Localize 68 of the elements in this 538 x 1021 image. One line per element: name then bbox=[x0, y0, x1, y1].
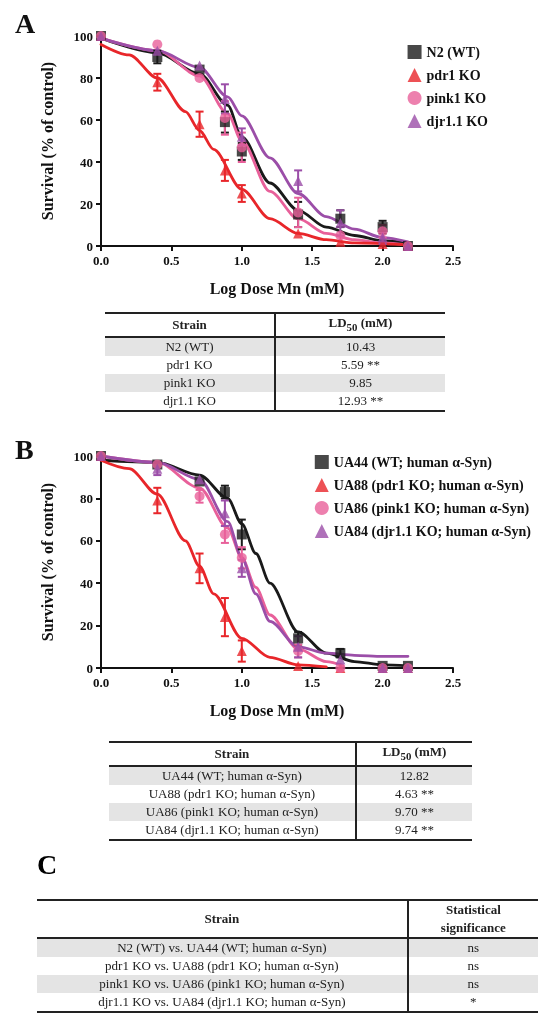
y-tick-label: 100 bbox=[73, 28, 93, 44]
text: 12.82 bbox=[355, 765, 472, 785]
legend-label: UA86 (pink1 KO; human α-Syn) bbox=[333, 500, 530, 517]
x-tick-label: 0.5 bbox=[163, 675, 181, 690]
category-label: LD$_{50}$ (mM) bbox=[275, 313, 445, 337]
y-tick-label: 60 bbox=[80, 533, 93, 549]
text: 9.85 bbox=[275, 373, 445, 392]
x-tick-label: 2.0 bbox=[374, 253, 391, 268]
text: 9.74 ** bbox=[393, 820, 435, 839]
y-tick-label: 40 bbox=[80, 154, 93, 170]
x-tick-label: 1.5 bbox=[304, 675, 321, 690]
legend-label: UA44 (WT; human α-Syn) bbox=[333, 454, 493, 471]
text: UA88 (pdr1 KO; human α-Syn) bbox=[109, 784, 356, 803]
text: 10.43 bbox=[275, 336, 445, 356]
y-axis-title: Survival (% of control) bbox=[38, 482, 57, 642]
x-axis-title: Log Dose Mn (mM) bbox=[209, 701, 345, 720]
y-tick-label: 60 bbox=[80, 112, 93, 128]
x-tick-label: 0.0 bbox=[92, 253, 110, 268]
category-label: Strain bbox=[109, 742, 356, 766]
category-label: LD$_{50}$ (mM) bbox=[355, 742, 472, 766]
y-tick-label: 0 bbox=[86, 238, 93, 254]
legend-label: UA84 (djr1.1 KO; human α-Syn) bbox=[333, 523, 532, 540]
text: pink1 KO vs. UA86 (pink1 KO; human α-Syn) bbox=[37, 975, 408, 993]
legend-label: UA88 (pdr1 KO; human α-Syn) bbox=[333, 477, 524, 494]
text: C bbox=[37, 849, 58, 881]
legend-label: pink1 KO bbox=[426, 90, 487, 106]
text: UA86 (pink1 KO; human α-Syn) bbox=[109, 802, 356, 821]
text: N2 (WT) vs. UA44 (WT; human α-Syn) bbox=[37, 938, 408, 957]
text: djr1.1 KO bbox=[105, 391, 275, 411]
y-tick-label: 100 bbox=[73, 448, 93, 464]
y-tick-label: 20 bbox=[80, 618, 93, 634]
x-tick-label: 1.5 bbox=[304, 253, 321, 268]
text: pink1 KO bbox=[105, 373, 275, 392]
text: ns bbox=[466, 957, 481, 975]
text: 4.63 ** bbox=[393, 784, 435, 803]
text: pdr1 KO vs. UA88 (pdr1 KO; human α-Syn) bbox=[37, 957, 408, 975]
y-tick-label: 0 bbox=[86, 660, 93, 676]
x-tick-label: 2.0 bbox=[374, 675, 391, 690]
x-tick-label: 2.5 bbox=[444, 675, 462, 690]
text: N2 (WT) bbox=[105, 336, 275, 356]
x-axis-title: Log Dose Mn (mM) bbox=[209, 279, 345, 298]
text: pdr1 KO bbox=[105, 355, 275, 374]
x-tick-label: 0.5 bbox=[163, 253, 181, 268]
x-tick-label: 2.5 bbox=[444, 253, 462, 268]
category-label: Strain bbox=[105, 313, 275, 337]
legend-label: pdr1 KO bbox=[426, 67, 481, 83]
text: UA44 (WT; human α-Syn) bbox=[109, 765, 356, 785]
text: ns bbox=[407, 975, 538, 993]
y-tick-label: 80 bbox=[80, 70, 93, 86]
text: 9.70 ** bbox=[355, 802, 472, 821]
y-tick-label: 20 bbox=[80, 196, 93, 212]
text: 5.59 ** bbox=[340, 355, 381, 374]
y-axis-title: Survival (% of control) bbox=[38, 61, 57, 221]
text: ns bbox=[407, 938, 538, 957]
text: djr1.1 KO vs. UA84 (djr1.1 KO; human α-Syn) bbox=[37, 993, 408, 1012]
text: * bbox=[469, 993, 478, 1011]
y-tick-label: 80 bbox=[80, 490, 93, 506]
chart-title: A bbox=[15, 7, 36, 39]
legend-label: djr1.1 KO bbox=[426, 113, 489, 129]
legend-label: N2 (WT) bbox=[426, 44, 481, 61]
x-tick-label: 1.0 bbox=[233, 253, 250, 268]
y-tick-label: 40 bbox=[80, 575, 93, 591]
x-tick-label: 1.0 bbox=[233, 675, 250, 690]
text: UA84 (djr1.1 KO; human α-Syn) bbox=[109, 820, 356, 840]
category-label: Strain bbox=[37, 900, 408, 938]
text: 12.93 ** bbox=[336, 391, 385, 410]
chart-title: B bbox=[15, 433, 34, 465]
x-tick-label: 0.0 bbox=[92, 675, 110, 690]
